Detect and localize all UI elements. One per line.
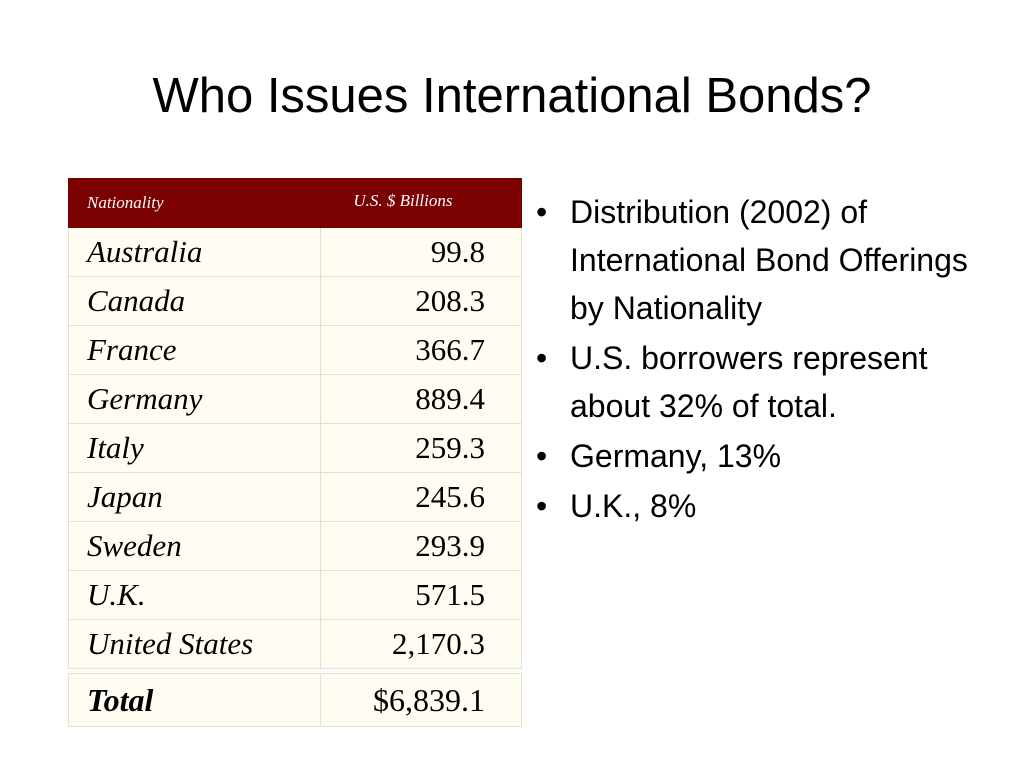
value-cell: 889.4 [319, 374, 523, 424]
bullet-item: • U.K., 8% [536, 482, 976, 530]
table-row: France 366.7 [68, 325, 523, 375]
table-row: United States 2,170.3 [68, 619, 523, 669]
value-cell: 245.6 [319, 472, 523, 522]
bullet-dot-icon: • [536, 194, 548, 230]
table-row: Italy 259.3 [68, 423, 523, 473]
value-cell: 2,170.3 [319, 619, 523, 669]
table-header-row: Nationality U.S. $ Billions [68, 178, 523, 228]
value-cell: 571.5 [319, 570, 523, 620]
bullet-dot-icon: • [536, 340, 548, 376]
bullet-item: • U.S. borrowers represent about 32% of t… [536, 334, 976, 430]
total-value: $6,839.1 [319, 673, 523, 727]
nation-cell: Germany [68, 374, 321, 424]
table-row: Sweden 293.9 [68, 521, 523, 571]
table-row: U.K. 571.5 [68, 570, 523, 620]
bullet-item: • Distribution (2002) of International Bo… [536, 188, 976, 332]
header-nationality: Nationality [68, 178, 321, 228]
value-cell: 259.3 [319, 423, 523, 473]
bullet-dot-icon: • [536, 438, 548, 474]
bond-issuance-table: Nationality U.S. $ Billions Australia 99… [68, 178, 523, 727]
table-total-row: Total $6,839.1 [68, 673, 523, 727]
nation-cell: France [68, 325, 321, 375]
slide-title: Who Issues International Bonds? [152, 69, 872, 123]
nation-cell: United States [68, 619, 321, 669]
table-row: Canada 208.3 [68, 276, 523, 326]
bullet-text: U.K., 8% [570, 488, 697, 524]
nation-cell: Australia [68, 227, 321, 277]
header-usd-billions: U.S. $ Billions [319, 178, 523, 228]
bullet-text: Distribution (2002) of International Bon… [570, 194, 968, 326]
bullet-text: U.S. borrowers represent about 32% of to… [570, 340, 928, 424]
table-row: Japan 245.6 [68, 472, 523, 522]
bullet-list: • Distribution (2002) of International Bo… [536, 188, 976, 532]
nation-cell: Italy [68, 423, 321, 473]
table-row: Germany 889.4 [68, 374, 523, 424]
bullet-dot-icon: • [536, 488, 548, 524]
table-row: Australia 99.8 [68, 227, 523, 277]
value-cell: 293.9 [319, 521, 523, 571]
nation-cell: Sweden [68, 521, 321, 571]
total-label: Total [68, 673, 321, 727]
nation-cell: Japan [68, 472, 321, 522]
value-cell: 208.3 [319, 276, 523, 326]
value-cell: 99.8 [319, 227, 523, 277]
bullet-text: Germany, 13% [570, 438, 782, 474]
nation-cell: Canada [68, 276, 321, 326]
nation-cell: U.K. [68, 570, 321, 620]
bullet-item: • Germany, 13% [536, 432, 976, 480]
value-cell: 366.7 [319, 325, 523, 375]
